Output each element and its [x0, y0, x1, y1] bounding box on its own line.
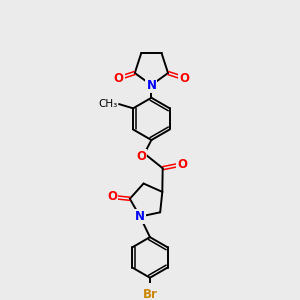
Text: O: O — [114, 72, 124, 85]
Text: Br: Br — [142, 288, 158, 300]
Text: N: N — [146, 79, 156, 92]
Text: O: O — [177, 158, 188, 171]
Text: O: O — [179, 72, 189, 85]
Text: N: N — [135, 210, 145, 223]
Text: O: O — [107, 190, 117, 203]
Text: O: O — [136, 150, 146, 164]
Text: CH₃: CH₃ — [98, 98, 118, 109]
